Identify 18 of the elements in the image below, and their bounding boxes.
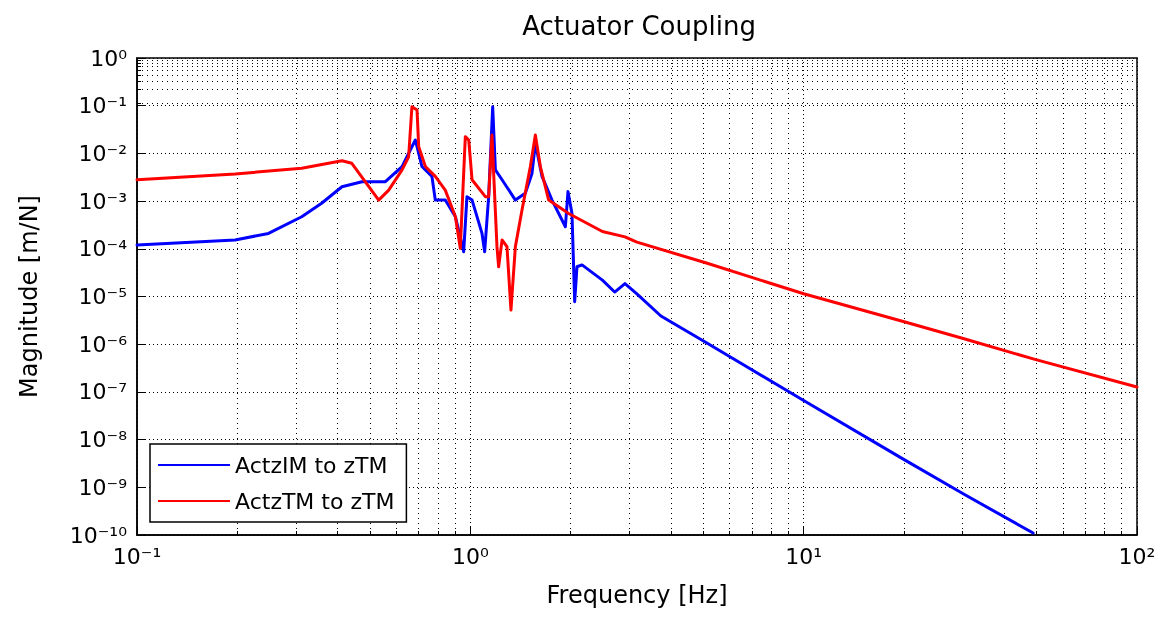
y-tick-label: 10⁻⁷ [78,379,127,405]
chart-title: Actuator Coupling [522,11,756,41]
legend-label: ActzIM to zTM [235,452,388,478]
x-tick-label: 10⁰ [451,543,489,569]
y-tick-label: 10⁻⁹ [78,474,127,500]
y-tick-label: 10⁰ [90,45,128,71]
x-tick-label: 10² [1118,543,1156,569]
x-axis-title: Frequency [Hz] [546,581,728,609]
legend-label: ActzTM to zTM [235,488,395,514]
y-tick-label: 10⁻³ [78,188,127,214]
y-tick-label: 10⁻⁵ [78,284,127,309]
x-tick-label: 10¹ [785,543,823,569]
y-tick-label: 10⁻⁴ [78,236,128,262]
y-tick-label: 10⁻¹ [78,93,127,119]
y-tick-label: 10⁻⁶ [78,331,128,357]
y-tick-label: 10⁻⁸ [78,427,128,453]
y-axis-title: Magnitude [m/N] [15,195,43,398]
y-tick-label: 10⁻² [78,140,127,166]
